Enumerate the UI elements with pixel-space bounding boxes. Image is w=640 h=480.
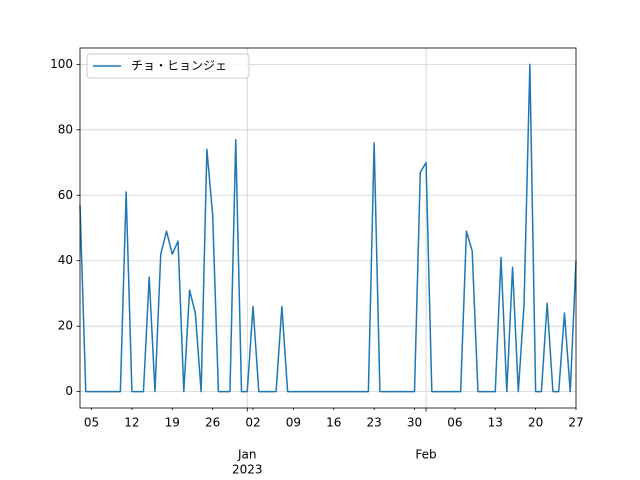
y-tick-label: 20	[58, 319, 73, 333]
x-tick-label: 19	[165, 416, 180, 430]
line-series	[79, 63, 577, 393]
x-major-label: Feb	[415, 448, 436, 462]
x-tick-label: 26	[205, 416, 220, 430]
x-tick-label: 12	[124, 416, 139, 430]
legend-box	[86, 53, 250, 79]
y-tick-label: 40	[58, 253, 73, 267]
x-tick-label: 27	[568, 416, 583, 430]
x-major-label: Jan	[237, 448, 257, 462]
x-tick-label: 23	[366, 416, 381, 430]
legend-label: チョ・ヒョンジェ	[131, 59, 227, 73]
x-tick-label: 09	[286, 416, 301, 430]
x-major-label: 2023	[232, 463, 263, 477]
y-tick-label: 80	[58, 122, 73, 136]
x-tick-label: 02	[245, 416, 260, 430]
plot-frame	[79, 47, 577, 409]
y-tick-label: 0	[65, 384, 73, 398]
x-tick-label: 13	[488, 416, 503, 430]
y-tick-label: 100	[50, 57, 73, 71]
x-tick-label: 30	[407, 416, 422, 430]
x-tick-label: 05	[84, 416, 99, 430]
y-tick-label: 60	[58, 188, 73, 202]
x-tick-label: 06	[447, 416, 462, 430]
x-tick-label: 20	[528, 416, 543, 430]
x-tick-label: 16	[326, 416, 341, 430]
